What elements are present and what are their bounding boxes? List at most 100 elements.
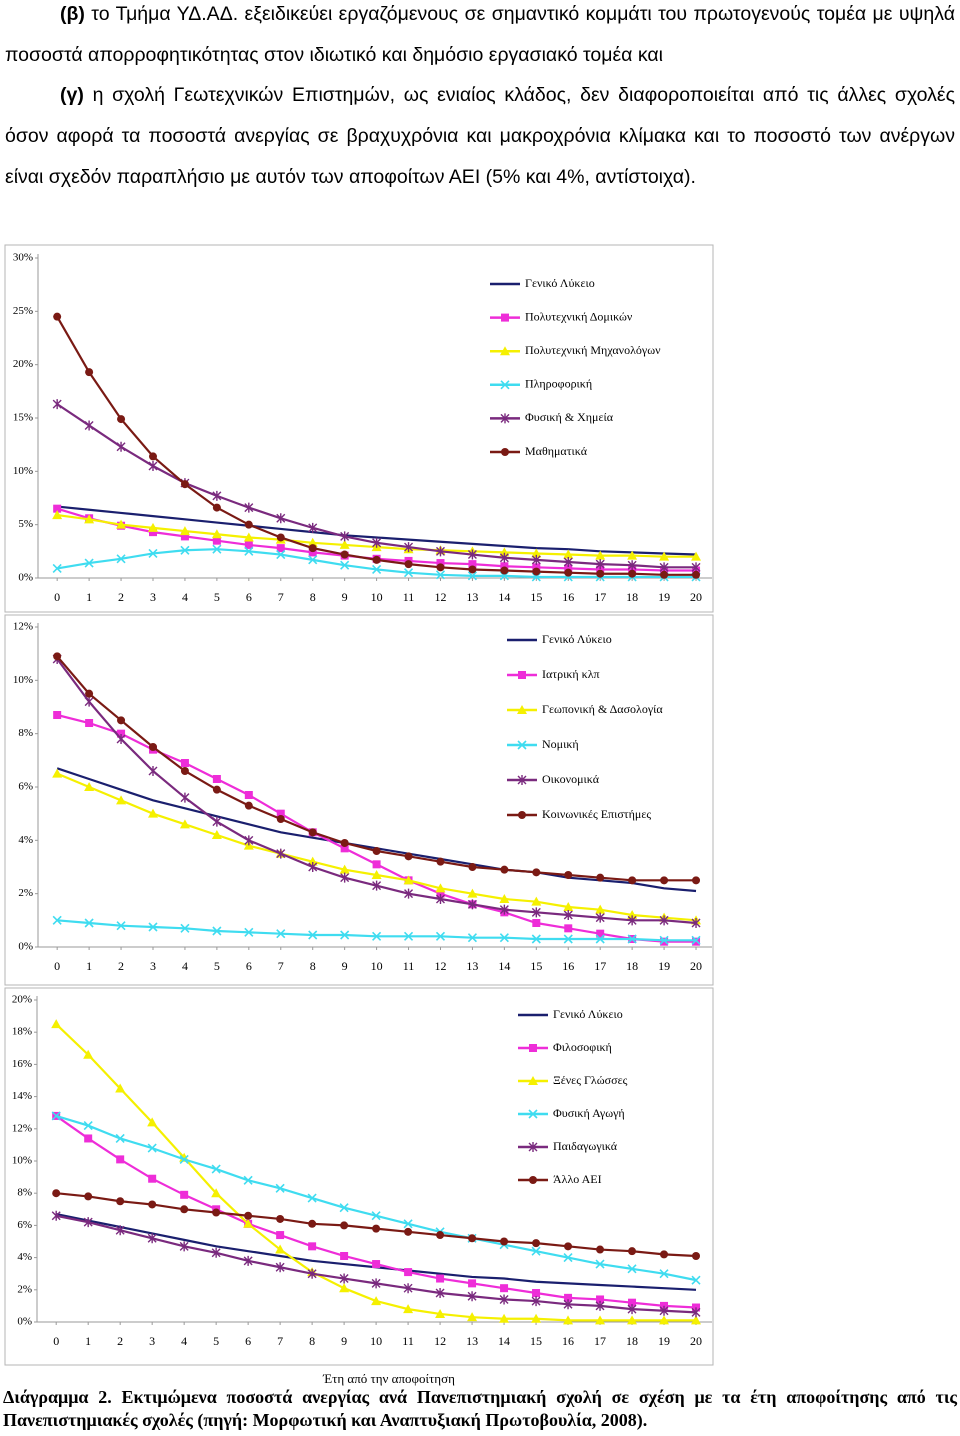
marker [52,1189,61,1198]
y-tick-label: 10% [13,465,33,477]
marker [528,1109,538,1119]
marker [595,550,606,560]
marker [148,743,157,751]
marker [308,1219,317,1228]
marker [528,1142,538,1152]
y-tick-label: 15% [13,412,33,424]
marker [117,415,126,424]
legend-label: Γεωπονική & Δασολογία [542,702,663,716]
marker [468,1234,477,1243]
marker [115,1225,125,1236]
x-tick-label: 18 [626,590,638,604]
marker [148,548,158,559]
marker [435,931,446,941]
marker [501,448,509,456]
marker [212,490,222,501]
y-tick-label: 0% [17,1316,32,1328]
marker [244,520,253,529]
marker [84,1192,93,1201]
marker [532,919,541,927]
marker [276,513,286,524]
marker [403,1304,414,1314]
x-tick-label: 16 [562,959,574,973]
marker [627,1264,637,1274]
y-tick-label: 10% [13,674,33,686]
marker [531,1296,541,1307]
y-tick-label: 4% [18,834,33,846]
marker [83,1217,93,1228]
marker [435,883,446,893]
x-tick-label: 8 [309,1334,315,1348]
marker [595,1315,606,1325]
marker [563,1315,574,1325]
marker [340,550,349,559]
marker [517,775,527,785]
marker [692,937,701,946]
marker [340,844,349,853]
marker [53,711,62,719]
marker [403,568,414,578]
marker [500,346,510,356]
marker [468,560,477,569]
marker [52,915,62,925]
legend-label: Παιδαγωγικά [553,1139,618,1153]
marker [436,559,445,568]
x-tick-label: 1 [86,590,92,604]
x-tick-label: 9 [341,1334,347,1348]
x-tick-label: 8 [310,959,316,973]
marker [659,915,669,926]
marker [659,1315,670,1325]
chart-frame [4,614,714,986]
marker [596,1245,605,1254]
marker [660,1250,669,1259]
marker [212,816,222,827]
marker [436,1274,445,1283]
marker [372,860,381,869]
x-tick-label: 10 [371,959,383,973]
chart: 0%2%4%6%8%10%12%14%16%18%20%0 1 2 3 4 5 6 7 8 9 10… [4,987,714,1386]
x-tick-label: 3 [150,590,156,604]
marker [403,1219,413,1229]
marker [147,1233,157,1244]
legend-label: Γενικό Λύκειο [553,1007,623,1021]
x-tick-label: 4 [182,590,188,604]
marker [180,1205,189,1214]
marker [659,1269,669,1279]
x-axis-label: Έτη από την αποφοίτηση [322,1371,455,1386]
marker [564,924,573,933]
x-tick-label: 16 [562,1334,574,1348]
x-tick-label: 0 [54,959,60,973]
x-tick-label: 19 [658,959,670,973]
marker [147,1117,158,1127]
x-tick-label: 14 [498,959,510,973]
marker [211,1247,221,1258]
marker [627,550,638,560]
x-tick-label: 19 [658,1334,670,1348]
marker [212,544,222,554]
x-tick-label: 16 [562,590,574,604]
x-tick-label: 6 [245,1334,251,1348]
marker [468,863,477,871]
marker [564,564,573,573]
marker [180,767,189,775]
marker [84,420,94,431]
marker [179,1154,189,1164]
legend-label: Φιλοσοφική [553,1040,612,1054]
marker [340,1251,349,1260]
marker [276,929,286,939]
marker [659,935,669,945]
marker [180,545,190,555]
x-tick-label: 13 [466,590,478,604]
marker [307,1268,317,1279]
x-tick-label: 2 [118,959,124,973]
y-tick-label: 2% [17,1283,32,1295]
marker [403,1283,413,1294]
marker [339,864,350,874]
x-tick-label: 2 [118,590,124,604]
chart: 0%2%4%6%8%10%12%0 1 2 3 4 5 6 7 8 9 10 11 12 13 14 15 16… [4,614,714,986]
marker [276,809,285,818]
marker [436,563,445,572]
marker [691,935,701,945]
